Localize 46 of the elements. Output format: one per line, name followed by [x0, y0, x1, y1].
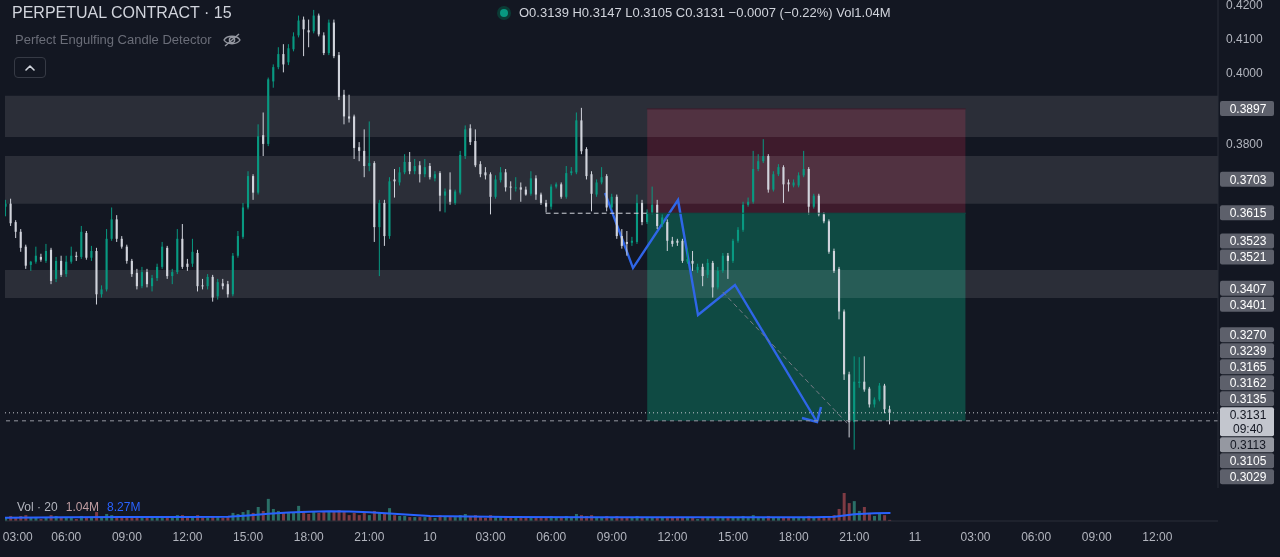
x-tick-label: 21:00	[839, 530, 870, 544]
x-tick-label: 21:00	[354, 530, 385, 544]
text: 0.3401	[1229, 297, 1267, 312]
x-tick-label: 18:00	[778, 530, 810, 544]
annotation: Perfect Engulfing Candle Detector	[15, 31, 212, 49]
x-tick-label: 15:00	[233, 530, 264, 544]
text: 0.3897	[1229, 101, 1267, 116]
x-tick-label: 12:00	[1142, 530, 1173, 544]
text: 0.3135	[1229, 392, 1267, 407]
x-tick-label: 09:00	[111, 530, 143, 544]
x-tick-label: 12:00	[172, 530, 203, 544]
text: 0.3615	[1229, 206, 1267, 221]
text: 0.3523	[1229, 234, 1267, 249]
x-tick-label: 15:00	[718, 530, 749, 544]
annotation: 1.04M	[65, 500, 100, 514]
ref-line-label: 0.3113	[1230, 438, 1267, 453]
text: 0.3703	[1229, 172, 1267, 187]
annotation: 8.27M	[107, 500, 141, 514]
x-tick-label: 09:00	[596, 530, 628, 544]
x-tick-label: 18:00	[293, 530, 325, 544]
x-tick-label: 06:00	[51, 530, 82, 544]
x-tick-label: 11	[908, 530, 922, 544]
text: 0.3521	[1229, 250, 1267, 265]
text: 0.3105	[1229, 454, 1267, 469]
x-tick-label: 03:00	[475, 530, 506, 544]
y-tick-label: 0.4000	[1226, 65, 1264, 80]
chart-subtitle: O0.3139 H0.3147 L0.3105 C0.3131 −0.0007 (−0.22%) Vol1.04M	[519, 5, 891, 21]
x-tick-label: 03:00	[2, 530, 34, 544]
text: 0.3407	[1229, 281, 1267, 296]
x-tick-label: 06:00	[536, 530, 567, 544]
y-tick-label: 0.4100	[1226, 31, 1264, 46]
chart-title: PERPETUAL CONTRACT · 15	[12, 3, 232, 23]
text: Vol · 20	[17, 500, 58, 514]
x-tick-label: 03:00	[960, 530, 991, 544]
text: 0.3270	[1229, 328, 1267, 343]
text: 0.3239	[1229, 344, 1267, 359]
x-tick-label: 09:00	[1081, 530, 1113, 544]
text: 0.3029	[1229, 470, 1267, 485]
x-tick-label: 06:00	[1021, 530, 1052, 544]
text: 0.3165	[1229, 360, 1267, 375]
ref-line-label: 0.3131 09:40	[1229, 408, 1267, 437]
y-tick-label: 0.3800	[1226, 137, 1264, 152]
y-tick-label: 0.4200	[1226, 0, 1264, 13]
text: 0.3162	[1229, 376, 1267, 391]
x-tick-label: 10	[423, 530, 437, 544]
x-tick-label: 12:00	[657, 530, 688, 544]
